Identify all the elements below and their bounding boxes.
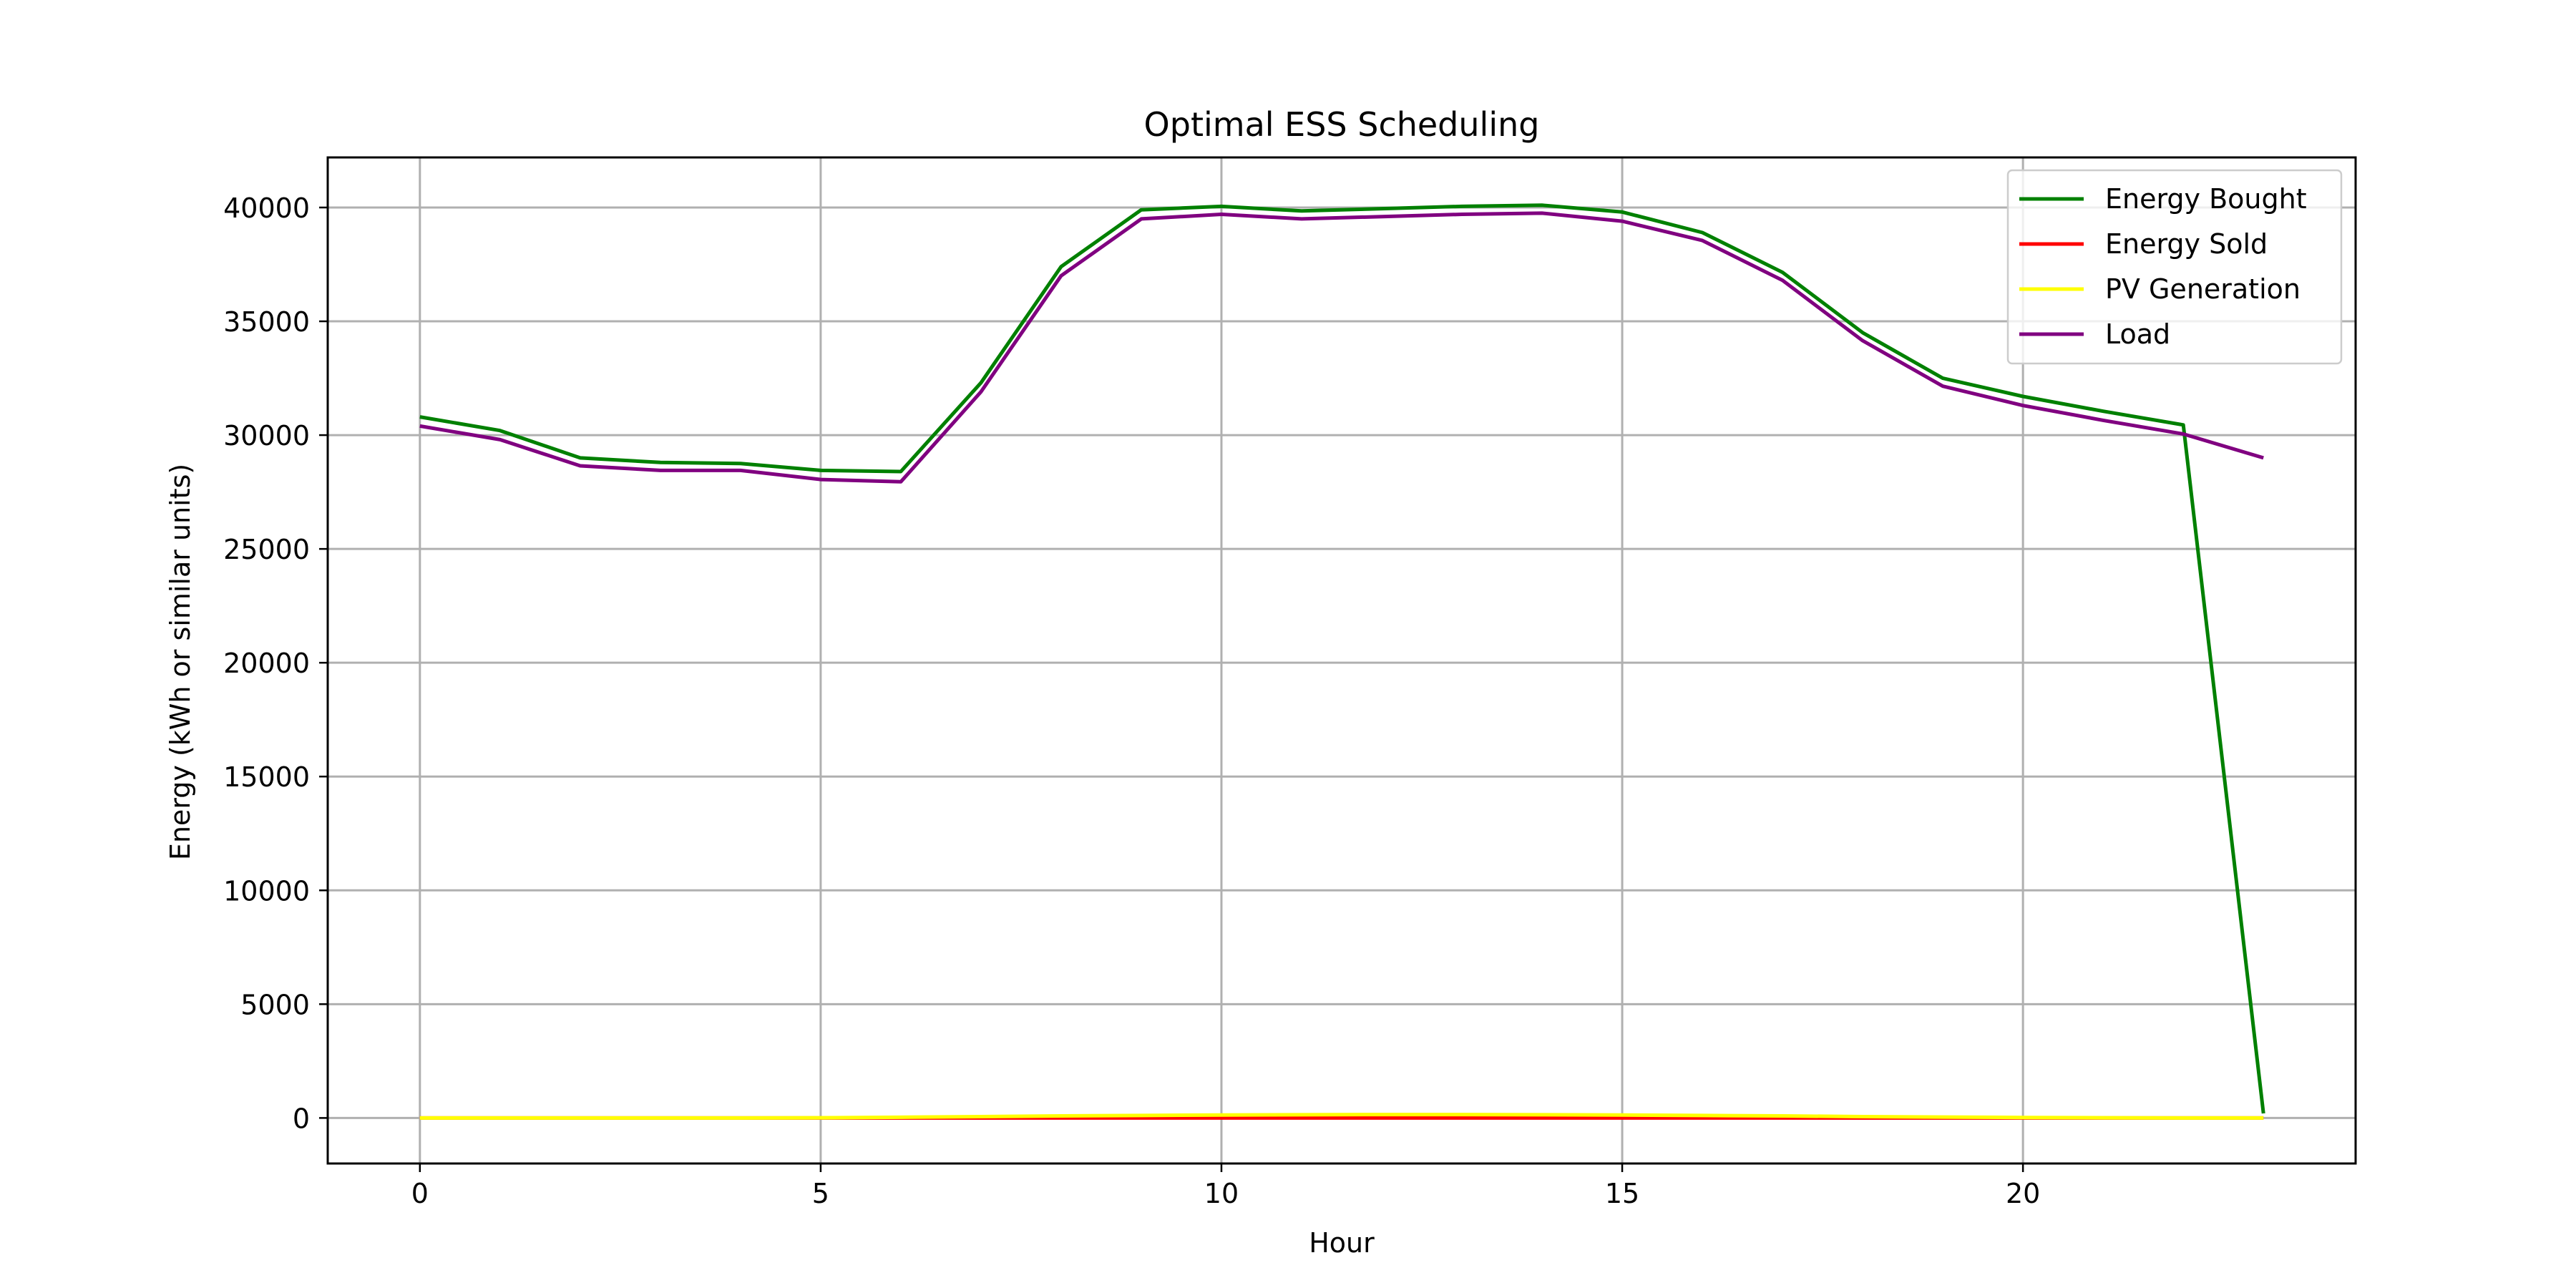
series-line-energy-bought [419, 203, 2265, 1114]
x-axis-title: Hour [1309, 1227, 1375, 1259]
legend: Energy Bought Energy Sold PV Generation Loa… [2006, 169, 2343, 365]
legend-label-energy-bought: Energy Bought [2105, 183, 2307, 215]
x-tick-label: 15 [1605, 1178, 1639, 1209]
y-tick-label: 5000 [240, 989, 310, 1020]
y-tick-label: 40000 [223, 192, 310, 224]
x-tick-label: 20 [2006, 1178, 2040, 1209]
axis-ticks: 0 5 10 15 20 0 5000 10000 15000 20000 25000 30000 35… [223, 192, 2040, 1209]
series-lines [419, 203, 2265, 1120]
chart-title: Optimal ESS Scheduling [1144, 105, 1540, 144]
plot-area-frame [326, 156, 2357, 1165]
y-tick-label: 25000 [223, 534, 310, 565]
legend-box [2006, 169, 2343, 365]
legend-label-energy-sold: Energy Sold [2105, 228, 2268, 260]
y-tick-label: 0 [293, 1103, 310, 1134]
y-axis-title: Energy (kWh or similar units) [165, 464, 196, 860]
y-tick-label: 15000 [223, 761, 310, 793]
y-tick-label: 30000 [223, 420, 310, 452]
series-line-pv-generation [419, 1113, 2264, 1120]
series-line-load [419, 211, 2264, 484]
y-tick-label: 20000 [223, 648, 310, 679]
x-tick-label: 0 [411, 1178, 429, 1209]
x-tick-label: 10 [1204, 1178, 1239, 1209]
x-tick-label: 5 [812, 1178, 829, 1209]
grid-lines [328, 157, 2356, 1163]
y-tick-label: 10000 [223, 875, 310, 907]
legend-label-load: Load [2105, 318, 2170, 350]
y-tick-label: 35000 [223, 306, 310, 338]
legend-label-pv-generation: PV Generation [2105, 273, 2301, 305]
